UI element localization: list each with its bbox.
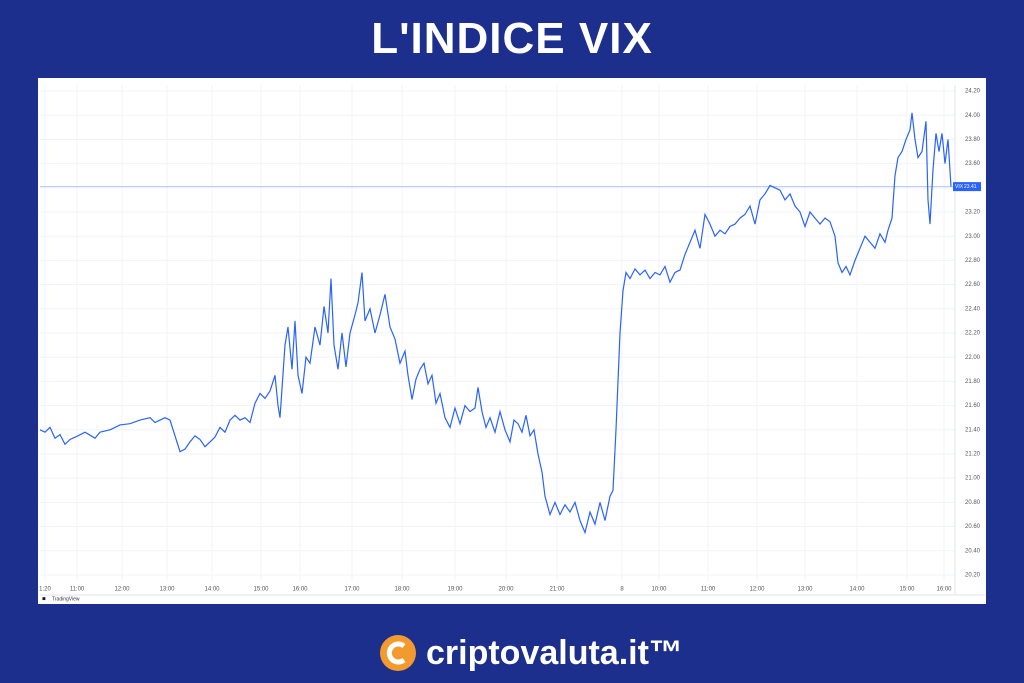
last-value-box [953, 182, 981, 192]
y-tick-label: 20.80 [965, 500, 981, 506]
page-title: L'INDICE VIX [371, 14, 653, 63]
y-tick-label: 23.60 [965, 161, 981, 167]
y-tick-label: 22.00 [965, 355, 981, 361]
x-tick-label: 15:00 [899, 587, 915, 593]
x-tick-label: 15:00 [253, 587, 269, 593]
brand-logo [380, 635, 416, 671]
last-value-label: 23.41 [964, 184, 977, 190]
x-tick-label: 21:00 [549, 587, 565, 593]
x-tick-label: 20:00 [498, 587, 514, 593]
x-tick-label: 17:00 [344, 587, 360, 593]
chart-panel: 20.20 20.40 20.60 20.80 21.00 21.20 21.40 21.60… [38, 78, 986, 604]
x-tick-label: 8 [620, 587, 624, 593]
series-name: VIX [955, 184, 964, 190]
x-tick-label: 14:00 [204, 587, 220, 593]
y-tick-label: 24.00 [965, 113, 981, 119]
y-tick-label: 23.00 [965, 234, 981, 240]
y-tick-label: 22.80 [965, 258, 981, 264]
y-tick-label: 24.20 [965, 89, 981, 95]
x-tick-label: 1:20 [39, 587, 51, 593]
x-tick-label: 11:00 [701, 587, 716, 593]
y-tick-label: 22.20 [965, 331, 981, 337]
y-tick-label: 21.60 [965, 403, 981, 409]
x-tick-label: 11:00 [70, 587, 85, 593]
y-tick-label: 20.40 [965, 548, 981, 554]
chart: 20.20 20.40 20.60 20.80 21.00 21.20 21.40 21.60… [39, 85, 985, 603]
y-tick-label: 21.00 [965, 476, 981, 482]
y-tick-label: 23.80 [965, 137, 981, 143]
x-tick-label: 19:00 [447, 587, 463, 593]
y-tick-label: 21.20 [965, 452, 981, 458]
brand-text: criptovaluta.it™ [426, 633, 683, 672]
x-tick-label: 13:00 [797, 587, 813, 593]
y-tick-label: 21.80 [965, 379, 981, 385]
watermark: TradingView [52, 596, 80, 602]
y-tick-label: 20.60 [965, 524, 981, 530]
x-tick-label: 12:00 [114, 587, 130, 593]
x-tick-label: 18:00 [394, 587, 410, 593]
y-tick-label: 20.20 [965, 573, 981, 579]
x-tick-label: 16:00 [292, 587, 308, 593]
x-tick-label: 16:00 [936, 587, 952, 593]
y-tick-label: 21.40 [965, 427, 981, 433]
watermark-logo: ■ [42, 597, 46, 603]
x-tick-label: 12:00 [749, 587, 765, 593]
y-tick-label: 23.20 [965, 210, 981, 216]
x-tick-label: 14:00 [849, 587, 865, 593]
price-line [39, 112, 952, 535]
y-tick-label: 22.60 [965, 282, 981, 288]
x-tick-label: 13:00 [159, 587, 175, 593]
y-tick-label: 22.40 [965, 306, 981, 312]
x-tick-label: 10:00 [651, 587, 667, 593]
brand: criptovaluta.it™ [378, 628, 683, 678]
